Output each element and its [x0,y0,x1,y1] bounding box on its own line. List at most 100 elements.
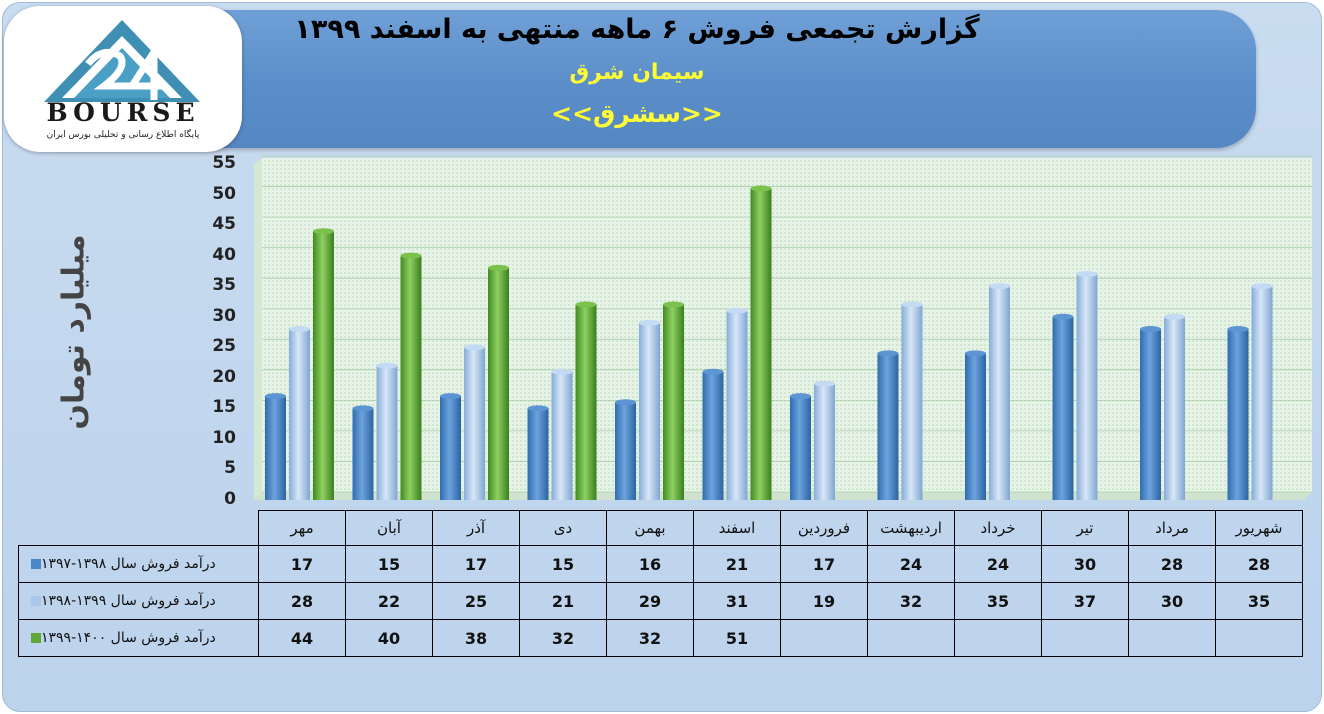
y-tick-label: 45 [212,214,236,235]
table-cell: 24 [867,545,955,583]
bar-1 [1052,313,1074,500]
bar-1 [265,393,286,500]
series-name: درآمد فروش سال ۱۳۹۸-۱۳۹۷ [41,556,216,572]
bar-2 [1251,283,1273,500]
table-cell [1128,619,1216,657]
logo-mark-icon [44,20,200,102]
table-cell: 17 [780,545,868,583]
bar-1 [527,405,549,500]
table-cell: 25 [432,582,520,620]
legend-swatch [31,596,41,606]
category-label: دی [519,510,607,546]
bar-1 [1140,325,1161,500]
bar-1 [702,368,724,500]
series-legend-label: درآمد فروش سال ۱۳۹۸-۱۳۹۷ [18,545,259,583]
bar-1 [965,350,986,500]
plot-back-wall [262,158,1312,492]
table-cell: 19 [780,582,868,620]
category-label: مرداد [1128,510,1216,546]
table-cell: 21 [693,545,781,583]
bar-2 [901,301,923,500]
series-legend-label: درآمد فروش سال ۱۳۹۹-۱۳۹۸ [18,582,259,620]
table-cell: 16 [606,545,694,583]
bar-1 [352,405,374,500]
bar-2 [639,319,660,500]
report-title: گزارش تجمعی فروش ۶ ماهه منتهی به اسفند ۱… [294,14,980,45]
bar-2 [989,283,1010,500]
table-cell: 31 [693,582,781,620]
bar-3 [575,301,597,500]
category-label: آذر [432,510,520,546]
category-label: فروردین [780,510,868,546]
y-tick-label: 30 [212,305,236,326]
plot-floor [254,492,1312,500]
y-tick-label: 15 [212,397,236,418]
table-cell [780,619,868,657]
series-name: درآمد فروش سال ۱۴۰۰-۱۳۹۹ [41,630,216,646]
y-tick-label: 0 [224,489,236,509]
category-label: اسفند [693,510,781,546]
company-name: سیمان شرق [569,60,705,85]
table-cell: 32 [519,619,607,657]
bar-3 [663,301,684,500]
category-label: بهمن [606,510,694,546]
y-tick-label: 5 [224,458,236,479]
table-cell [954,619,1042,657]
y-tick-label: 55 [212,153,236,173]
table-cell: 17 [432,545,520,583]
bar-1 [790,393,811,500]
logo-wordmark: BOURSE [46,98,200,127]
table-cell: 51 [693,619,781,657]
table-row: درآمد فروش سال ۱۳۹۸-۱۳۹۷ 17 15 17 15 16 21 17 24… [18,545,1303,583]
table-row: درآمد فروش سال ۱۳۹۹-۱۳۹۸ 28 22 25 21 29 31 19 32… [18,582,1303,620]
table-cell [1215,619,1303,657]
ticker-symbol: <<سشرق>> [551,99,723,128]
series-legend-label: درآمد فروش سال ۱۴۰۰-۱۳۹۹ [18,619,259,657]
table-cell: 32 [867,582,955,620]
table-cell: 30 [1128,582,1216,620]
y-tick-label: 25 [212,336,236,357]
table-header-row: مهر آبان آذر دی بهمن اسفند فروردین اردیبهشت خردا… [18,510,1303,546]
table-cell: 24 [954,545,1042,583]
table-row: درآمد فروش سال ۱۴۰۰-۱۳۹۹ 44 40 38 32 32 51 [18,619,1303,657]
table-cell: 35 [1215,582,1303,620]
category-label: تیر [1041,510,1129,546]
table-cell [867,619,955,657]
table-cell [1041,619,1129,657]
bar-3 [400,252,422,500]
table-cell: 30 [1041,545,1129,583]
category-label: مهر [258,510,346,546]
bar-1 [877,350,899,500]
table-cell: 38 [432,619,520,657]
table-cell: 37 [1041,582,1129,620]
table-cell: 17 [258,545,346,583]
table-cell: 44 [258,619,346,657]
bar-1 [615,399,636,500]
table-cell: 22 [345,582,433,620]
bar-2 [551,368,573,500]
bar-1 [1227,325,1249,500]
table-cell: 28 [258,582,346,620]
category-label: اردیبهشت [867,510,955,546]
bar-3 [488,264,509,500]
bourse24-logo: BOURSE پایگاه اطلاع رسانی و تحلیلی بورس … [4,6,242,152]
table-cell: 21 [519,582,607,620]
y-tick-label: 40 [212,244,236,265]
bar-2 [814,380,835,500]
table-corner [18,510,259,546]
y-tick-label: 20 [212,366,236,387]
y-tick-label: 35 [212,275,236,296]
category-label: آبان [345,510,433,546]
table-cell: 15 [519,545,607,583]
legend-swatch [31,633,41,643]
bar-2 [464,344,485,500]
table-cell: 28 [1215,545,1303,583]
bar-3 [313,228,334,500]
bar-2 [289,325,310,500]
bar-2 [1076,270,1098,500]
logo-subtitle: پایگاه اطلاع رسانی و تحلیلی بورس ایران [46,130,200,140]
bar-1 [440,393,461,500]
table-cell: 35 [954,582,1042,620]
category-label: شهریور [1215,510,1303,546]
